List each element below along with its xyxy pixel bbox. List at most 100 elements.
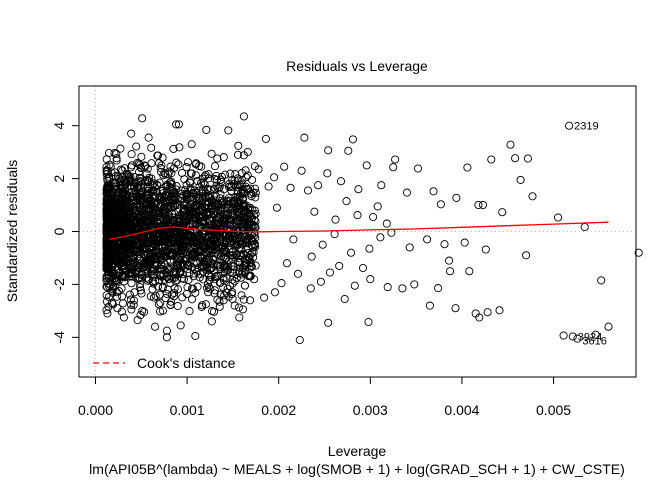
data-point [222, 210, 231, 219]
data-point [201, 300, 210, 309]
data-point [113, 257, 122, 266]
data-point [198, 189, 207, 198]
data-point [293, 269, 303, 278]
data-point [120, 164, 129, 173]
data-point [183, 189, 192, 198]
data-point [163, 212, 173, 221]
data-point [335, 261, 344, 270]
data-point [364, 317, 373, 327]
data-point [102, 170, 111, 179]
data-point [108, 300, 118, 309]
data-point [158, 306, 167, 315]
data-point [151, 246, 160, 256]
data-point [225, 245, 234, 254]
data-point [129, 296, 138, 305]
data-point [174, 120, 183, 129]
data-point [523, 154, 532, 163]
data-point [423, 235, 432, 244]
data-point [151, 291, 160, 300]
data-point [118, 166, 127, 175]
data-point [314, 181, 323, 190]
data-point [353, 211, 362, 220]
data-point [172, 260, 182, 269]
data-point [174, 160, 183, 169]
data-point [150, 322, 160, 331]
data-point [377, 181, 386, 190]
data-point [129, 258, 138, 268]
data-point [209, 256, 218, 265]
data-point [344, 146, 353, 155]
data-point [102, 188, 111, 197]
data-point [243, 171, 252, 180]
data-point [203, 279, 212, 288]
data-point [242, 259, 251, 268]
data-point [159, 193, 168, 202]
data-point [232, 250, 241, 259]
data-point [300, 133, 309, 142]
data-point [391, 155, 400, 164]
data-point [203, 283, 212, 292]
data-point [233, 176, 242, 185]
data-point [127, 222, 136, 232]
point-annotation: 2319 [574, 121, 598, 133]
data-point [102, 261, 111, 270]
data-point [214, 271, 223, 280]
data-point [231, 193, 240, 202]
data-point [162, 333, 171, 342]
data-point [152, 206, 161, 215]
data-point [161, 260, 170, 269]
data-point [188, 188, 197, 197]
data-point [209, 215, 218, 225]
data-point [180, 175, 189, 184]
data-point [182, 190, 191, 199]
data-point [139, 221, 148, 230]
data-point [272, 203, 281, 212]
data-point [150, 183, 159, 192]
data-point [369, 212, 378, 222]
data-point [118, 196, 127, 205]
data-point [205, 208, 214, 217]
data-point [136, 163, 145, 172]
data-point [112, 154, 121, 163]
data-point [127, 161, 136, 170]
data-point [106, 281, 115, 290]
data-point [237, 291, 246, 300]
x-axis: 0.000 0.001 0.002 0.003 0.004 0.005 [78, 376, 571, 418]
data-point [159, 196, 168, 205]
data-point [182, 163, 191, 172]
data-point [204, 170, 213, 179]
data-point [149, 186, 158, 195]
data-point [168, 188, 177, 197]
data-point [373, 202, 382, 211]
data-point [117, 261, 126, 270]
data-point [140, 222, 150, 232]
y-tick-label: -2 [51, 278, 67, 291]
y-tick-label: -4 [51, 331, 67, 344]
legend-cooks-distance-label: Cook's distance [137, 355, 236, 371]
data-point [153, 217, 162, 226]
data-point [434, 284, 443, 293]
data-point [163, 182, 172, 191]
data-point [147, 143, 156, 152]
data-point [214, 214, 223, 223]
data-point [127, 150, 136, 159]
data-point [124, 268, 134, 277]
data-point [146, 196, 155, 205]
data-point [238, 185, 247, 194]
data-point [148, 231, 157, 240]
data-point [158, 153, 167, 162]
y-tick-label: 4 [51, 122, 67, 130]
data-point [189, 259, 198, 268]
data-point [109, 215, 118, 224]
data-point [198, 261, 207, 270]
data-point [382, 219, 391, 228]
data-point [108, 285, 117, 294]
data-point [189, 244, 198, 254]
data-point [125, 290, 134, 299]
data-point [145, 243, 154, 252]
data-point [297, 166, 306, 175]
data-point [402, 188, 412, 197]
data-point [155, 240, 164, 249]
data-point [104, 248, 114, 257]
